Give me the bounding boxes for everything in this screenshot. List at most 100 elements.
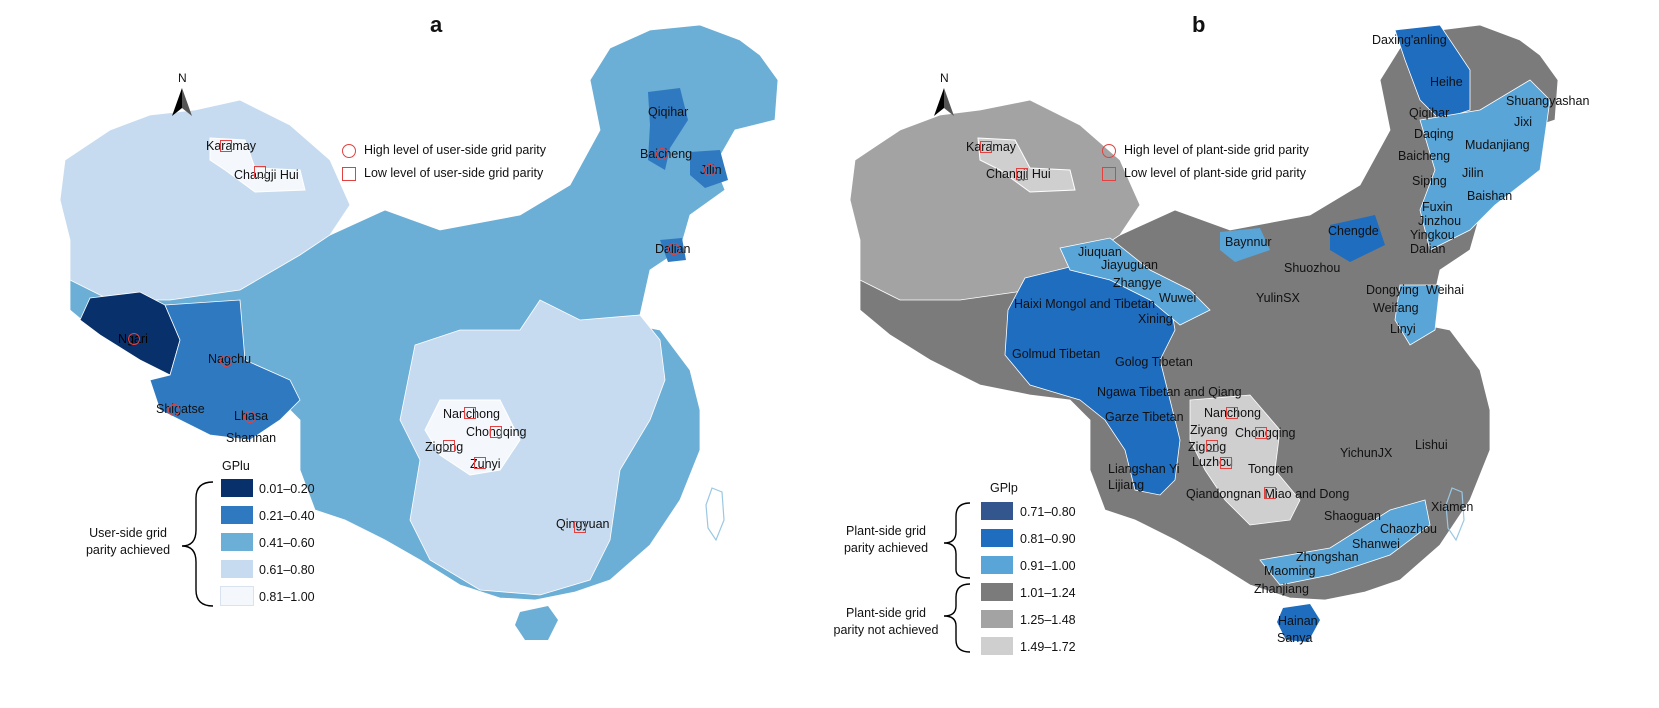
low-marker [1220, 457, 1232, 469]
city-label: Heihe [1430, 75, 1463, 89]
city-label: Wuwei [1159, 291, 1197, 305]
city-label: Changji Hui [986, 167, 1051, 181]
legend-b-swatch-4 [981, 583, 1013, 601]
city-label: Qingyuan [556, 517, 610, 531]
legend-b-swatch-6 [981, 637, 1013, 655]
legend-b-brace-achieved [943, 502, 971, 579]
low-marker [1206, 440, 1218, 452]
panel-b-letter: b [1192, 12, 1206, 37]
circle-marker-icon [1102, 143, 1116, 158]
city-label: Luzhou [1192, 455, 1234, 469]
legend-a-title: GPlu [222, 459, 250, 473]
panel-a-letter: a [430, 12, 443, 37]
map-b-gansu [1059, 237, 1211, 326]
low-marker [980, 141, 992, 153]
legend-a-brace [181, 481, 214, 607]
city-label: Shanwei [1352, 537, 1400, 551]
map-b-baynnur [1220, 228, 1270, 262]
low-marker [1264, 487, 1276, 499]
legend-a-swatch-2 [221, 506, 253, 524]
map-a [59, 24, 779, 640]
north-label-b: N [940, 71, 949, 85]
legend-a-swatch-1 [221, 479, 253, 497]
city-label: Shannan [226, 431, 277, 445]
city-label: Linyi [1390, 322, 1416, 336]
city-label: Chongqing [466, 425, 527, 439]
city-label: Liangshan Yi [1108, 462, 1180, 476]
city-label: Baishan [1467, 189, 1513, 203]
low-marker [1226, 407, 1238, 419]
legend-b-swatch-5 [981, 610, 1013, 628]
city-label: Garze Tibetan [1105, 410, 1184, 424]
legend-a-group: User-side grid parity achieved [85, 526, 171, 557]
north-arrow-icon-b [934, 88, 954, 116]
legend-b-label-1: 0.71–0.80 [1020, 505, 1076, 519]
panel-b: b N High level of plant-side grid parity… [830, 0, 1659, 708]
map-a-tibet [149, 299, 301, 441]
city-label: Sanya [1277, 631, 1313, 645]
low-marker [220, 140, 232, 152]
key-b-low-label: Low level of plant-side grid parity [1124, 166, 1307, 180]
panel-a: a N High level of user-side grid parity … [0, 0, 829, 708]
map-a-chongqing-area [424, 399, 521, 476]
low-marker [1016, 168, 1028, 180]
high-marker [220, 355, 232, 367]
city-label: Shuangyashan [1506, 94, 1590, 108]
low-marker [443, 440, 455, 452]
legend-b-label-6: 1.49–1.72 [1020, 640, 1076, 654]
city-label: Jilin [1462, 166, 1484, 180]
key-a-low: Low level of user-side grid parity [342, 166, 543, 181]
key-a-high: High level of user-side grid parity [342, 143, 546, 158]
city-label: Weihai [1426, 283, 1464, 297]
legend-a-label-2: 0.21–0.40 [259, 509, 315, 523]
city-label: Lijiang [1108, 478, 1145, 492]
map-a-south-light [399, 299, 666, 596]
city-label: Shigatse [156, 402, 205, 416]
city-label: Daqing [1414, 127, 1454, 141]
north-arrow-icon-a [172, 88, 192, 116]
legend-b-swatch-1 [981, 502, 1013, 520]
city-label: Dalian [1410, 242, 1446, 256]
city-label: Qiandongnan Miao and Dong [1186, 487, 1350, 501]
map-a-hainan [515, 606, 558, 640]
city-label: Hainan [1278, 614, 1318, 628]
map-a-taiwan [705, 487, 725, 542]
city-label: Tongren [1248, 462, 1294, 476]
key-a-high-label: High level of user-side grid parity [364, 143, 547, 157]
high-marker [244, 411, 256, 423]
city-label: Golmud Tibetan [1012, 347, 1101, 361]
legend-b-label-3: 0.91–1.00 [1020, 559, 1076, 573]
city-label: Shaoguan [1324, 509, 1382, 523]
high-marker [704, 164, 716, 176]
map-b-sichuan [1189, 394, 1301, 526]
city-label: Maoming [1264, 564, 1316, 578]
legend-b-brace-not [943, 583, 971, 653]
city-label: Daxing'anling [1372, 33, 1447, 47]
city-label: Baicheng [1398, 149, 1451, 163]
map-b-taiwan [1445, 487, 1465, 542]
city-label: Zigong [425, 440, 464, 454]
city-label: Nanchong [1204, 406, 1261, 420]
map-b-south-coast [1259, 499, 1431, 586]
map-a-xinjiang [59, 99, 351, 301]
legend-b-swatch-3 [981, 556, 1013, 574]
legend-b-label-2: 0.81–0.90 [1020, 532, 1076, 546]
map-b-jilin [1419, 79, 1551, 251]
city-label: Zhangye [1113, 276, 1162, 290]
map-b-east-coast [1394, 284, 1441, 346]
high-marker [656, 148, 668, 160]
city-label: YulinSX [1256, 291, 1300, 305]
city-label: Siping [1412, 174, 1447, 188]
city-label: Xining [1138, 312, 1173, 326]
city-label: Zhongshan [1296, 550, 1359, 564]
map-b-karamay-area [977, 137, 1076, 193]
city-label: Ngawa Tibetan and Qiang [1097, 385, 1242, 399]
circle-marker-icon [342, 143, 356, 158]
low-marker [1255, 427, 1267, 439]
high-marker [668, 243, 680, 255]
city-label: Haixi Mongol and Tibetan [1014, 297, 1156, 311]
city-label: Weifang [1373, 301, 1419, 315]
legend-a-swatch-3 [221, 533, 253, 551]
square-marker-icon [1102, 166, 1116, 181]
low-marker [254, 166, 266, 178]
